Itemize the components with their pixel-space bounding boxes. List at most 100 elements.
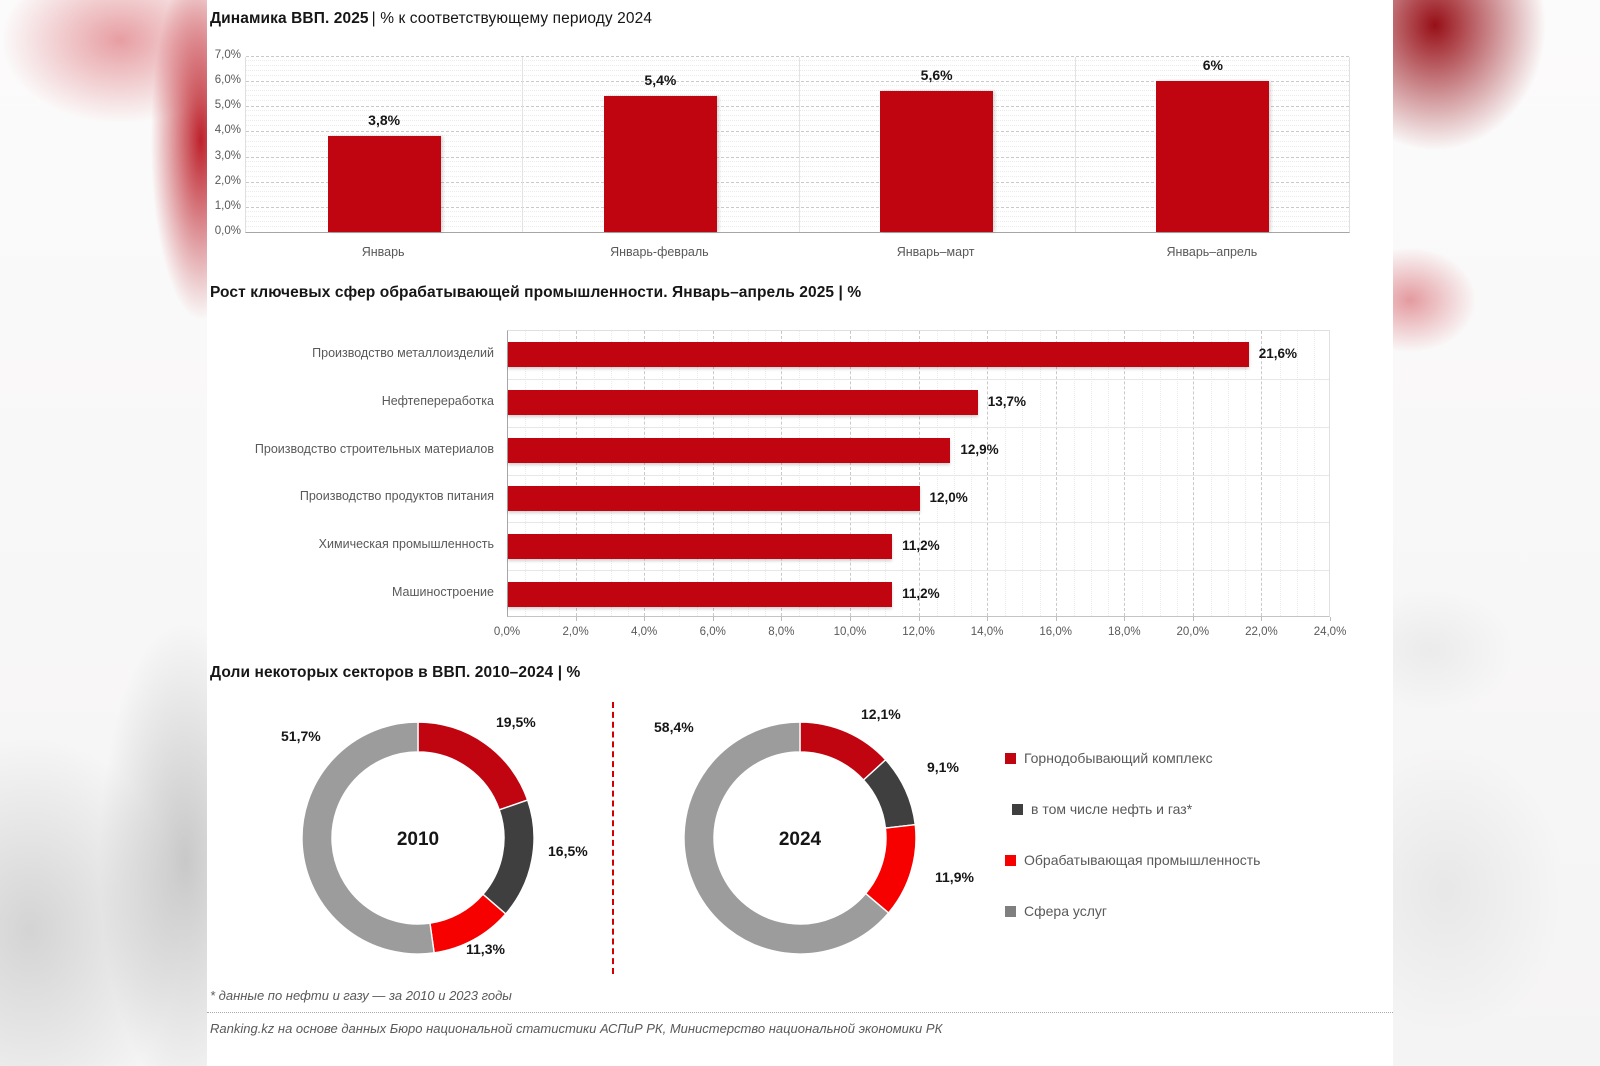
donut-legend: Горнодобывающий комплекс в том числе неф… bbox=[1005, 749, 1260, 920]
minor-gridline bbox=[748, 331, 750, 616]
x-category-label: Январь–март bbox=[896, 245, 975, 259]
minor-gridline bbox=[1159, 331, 1161, 616]
legend-label: Обрабатывающая промышленность bbox=[1024, 852, 1261, 868]
y-category-label: Производство продуктов питания bbox=[299, 489, 494, 504]
minor-gridline bbox=[662, 331, 664, 616]
services-swatch-icon bbox=[1005, 905, 1016, 917]
axis-tick bbox=[781, 617, 783, 621]
y-tick-label: 0,0% bbox=[214, 225, 241, 237]
chart3-title: Доли некоторых секторов в ВВП. 2010–2024… bbox=[210, 664, 581, 681]
minor-gridline bbox=[730, 331, 732, 616]
donut-2024-services-label: 58,4% bbox=[654, 719, 694, 735]
minor-gridline bbox=[696, 331, 698, 616]
bar-value-label: 11,2% bbox=[902, 585, 940, 601]
minor-gridline bbox=[610, 331, 612, 616]
major-gridline bbox=[918, 331, 920, 616]
minor-gridline bbox=[885, 331, 887, 616]
x-tick-label: 14,0% bbox=[970, 626, 1004, 638]
major-gridline bbox=[987, 331, 989, 616]
minor-gridline bbox=[1142, 331, 1144, 616]
y-tick-label: 5,0% bbox=[214, 99, 241, 112]
category-separator bbox=[798, 57, 800, 232]
major-gridline bbox=[246, 106, 1349, 108]
axis-tick bbox=[1261, 617, 1263, 621]
minor-gridline bbox=[1039, 331, 1041, 616]
minor-gridline bbox=[246, 100, 1349, 102]
minor-gridline bbox=[246, 150, 1349, 152]
minor-gridline bbox=[246, 125, 1349, 127]
minor-gridline bbox=[628, 331, 630, 616]
minor-gridline bbox=[246, 60, 1349, 62]
minor-gridline bbox=[765, 331, 767, 616]
x-category-label: Январь bbox=[361, 245, 405, 259]
y-tick-label: 4,0% bbox=[214, 124, 241, 137]
minor-gridline bbox=[816, 331, 818, 616]
x-tick-label: 24,0% bbox=[1313, 626, 1347, 638]
donut-2010-mining-label: 19,5% bbox=[496, 714, 536, 730]
legend-label: Сфера услуг bbox=[1024, 903, 1107, 919]
donut-2010-manufacturing-label: 11,3% bbox=[466, 941, 505, 957]
minor-gridline bbox=[1005, 331, 1007, 616]
x-tick-label: 18,0% bbox=[1107, 626, 1141, 638]
minor-gridline bbox=[246, 95, 1349, 97]
y-category-label: Машиностроение bbox=[391, 585, 494, 600]
major-gridline bbox=[1192, 331, 1194, 616]
minor-gridline bbox=[1022, 331, 1024, 616]
y-category-label: Нефтепереработка bbox=[381, 393, 494, 408]
minor-gridline bbox=[1176, 331, 1178, 616]
minor-gridline bbox=[246, 70, 1349, 72]
minor-gridline bbox=[246, 145, 1349, 147]
legend-label: Горнодобывающий комплекс bbox=[1024, 750, 1213, 766]
minor-gridline bbox=[593, 331, 595, 616]
axis-tick bbox=[849, 617, 851, 621]
major-gridline bbox=[246, 156, 1349, 158]
x-tick-label: 6,0% bbox=[699, 626, 726, 638]
minor-gridline bbox=[246, 115, 1349, 117]
minor-gridline bbox=[868, 331, 870, 616]
donut-2010-services-label: 51,7% bbox=[281, 728, 321, 744]
minor-gridline bbox=[246, 170, 1349, 172]
minor-gridline bbox=[246, 225, 1349, 227]
row-separator bbox=[508, 426, 1329, 428]
donut-center-year-label: 2024 bbox=[779, 829, 822, 850]
bar-value-label: 12,0% bbox=[929, 489, 968, 505]
minor-gridline bbox=[1210, 331, 1212, 616]
axis-tick bbox=[575, 617, 577, 621]
footer-divider bbox=[207, 1012, 1393, 1013]
donut-chart-2024: 2024 bbox=[683, 721, 917, 955]
axis-tick bbox=[1124, 617, 1126, 621]
row-separator bbox=[508, 522, 1329, 524]
major-gridline bbox=[246, 56, 1349, 57]
donut-segment bbox=[683, 721, 890, 955]
minor-gridline bbox=[246, 190, 1349, 192]
major-gridline bbox=[644, 331, 646, 616]
minor-gridline bbox=[1245, 331, 1247, 616]
minor-gridline bbox=[525, 331, 527, 616]
source-credit: Ranking.kz на основе данных Бюро национа… bbox=[210, 1021, 943, 1036]
y-category-label: Производство металлоизделий bbox=[312, 345, 494, 360]
major-gridline bbox=[1055, 331, 1057, 616]
minor-gridline bbox=[246, 75, 1349, 77]
minor-gridline bbox=[246, 165, 1349, 167]
chart1-title-bold: Динамика ВВП. 2025 bbox=[210, 10, 369, 27]
bar bbox=[508, 485, 920, 511]
minor-gridline bbox=[799, 331, 801, 616]
minor-gridline bbox=[1090, 331, 1092, 616]
minor-gridline bbox=[246, 185, 1349, 187]
y-tick-label: 3,0% bbox=[214, 149, 241, 162]
manufacturing-swatch-icon bbox=[1005, 854, 1016, 866]
x-tick-label: 10,0% bbox=[833, 626, 867, 638]
minor-gridline bbox=[902, 331, 904, 616]
minor-gridline bbox=[246, 200, 1349, 202]
minor-gridline bbox=[1313, 331, 1315, 616]
y-category-label: Производство строительных материалов bbox=[254, 441, 494, 456]
axis-tick bbox=[987, 617, 989, 621]
y-tick-label: 6,0% bbox=[214, 74, 241, 87]
major-gridline bbox=[246, 181, 1349, 183]
major-gridline bbox=[849, 331, 851, 616]
major-gridline bbox=[246, 131, 1349, 133]
bar bbox=[327, 136, 441, 232]
major-gridline bbox=[1124, 331, 1126, 616]
chart1-title-rest: | % к соответствующему периоду 2024 bbox=[371, 10, 653, 27]
minor-gridline bbox=[833, 331, 835, 616]
